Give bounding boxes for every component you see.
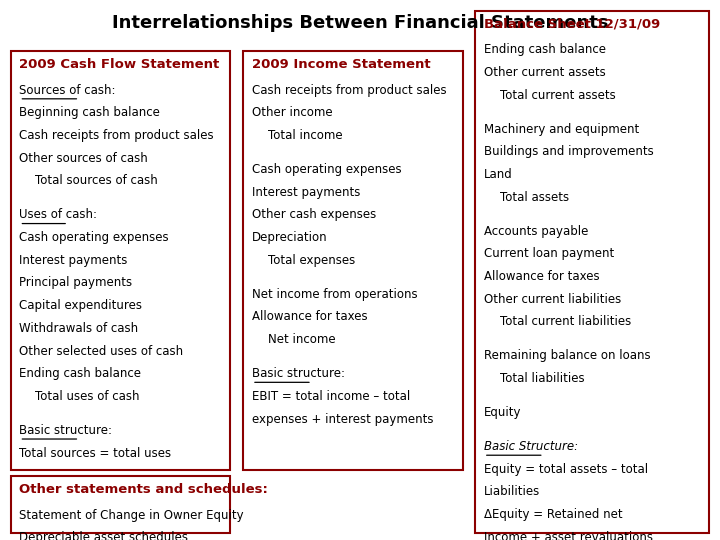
- Text: Balance Sheet 12/31/09: Balance Sheet 12/31/09: [484, 17, 660, 30]
- Text: Accounts payable: Accounts payable: [484, 225, 588, 238]
- Text: Uses of cash:: Uses of cash:: [19, 208, 97, 221]
- Text: EBIT = total income – total: EBIT = total income – total: [252, 390, 410, 403]
- Text: Cash receipts from product sales: Cash receipts from product sales: [19, 129, 214, 142]
- Text: Total sources = total uses: Total sources = total uses: [19, 447, 171, 460]
- Text: 2009 Income Statement: 2009 Income Statement: [252, 58, 431, 71]
- Text: Interest payments: Interest payments: [252, 186, 361, 199]
- Text: Allowance for taxes: Allowance for taxes: [484, 270, 600, 283]
- Text: Other selected uses of cash: Other selected uses of cash: [19, 345, 184, 357]
- Text: expenses + interest payments: expenses + interest payments: [252, 413, 433, 426]
- Text: Remaining balance on loans: Remaining balance on loans: [484, 349, 650, 362]
- Text: Depreciable asset schedules: Depreciable asset schedules: [19, 531, 189, 540]
- Text: Net income from operations: Net income from operations: [252, 288, 418, 301]
- Text: Total sources of cash: Total sources of cash: [35, 174, 158, 187]
- Text: Net income: Net income: [268, 333, 336, 346]
- Text: Cash receipts from product sales: Cash receipts from product sales: [252, 84, 446, 97]
- Bar: [11, 51, 230, 470]
- Text: Sources of cash:: Sources of cash:: [19, 84, 116, 97]
- Text: Withdrawals of cash: Withdrawals of cash: [19, 322, 138, 335]
- Text: Statement of Change in Owner Equity: Statement of Change in Owner Equity: [19, 509, 244, 522]
- Bar: [475, 11, 709, 533]
- Text: Other income: Other income: [252, 106, 333, 119]
- Text: Other cash expenses: Other cash expenses: [252, 208, 377, 221]
- Text: Equity = total assets – total: Equity = total assets – total: [484, 463, 648, 476]
- Bar: [11, 476, 230, 533]
- Text: Basic structure:: Basic structure:: [252, 367, 345, 380]
- Text: Allowance for taxes: Allowance for taxes: [252, 310, 368, 323]
- Text: Total expenses: Total expenses: [268, 254, 355, 267]
- Text: Total assets: Total assets: [500, 191, 569, 204]
- Text: Current loan payment: Current loan payment: [484, 247, 614, 260]
- Text: Capital expenditures: Capital expenditures: [19, 299, 143, 312]
- Text: Basic structure:: Basic structure:: [19, 424, 112, 437]
- Text: 2009 Cash Flow Statement: 2009 Cash Flow Statement: [19, 58, 220, 71]
- Text: Beginning cash balance: Beginning cash balance: [19, 106, 161, 119]
- Text: Other statements and schedules:: Other statements and schedules:: [19, 483, 269, 496]
- Text: Cash operating expenses: Cash operating expenses: [252, 163, 402, 176]
- Text: Other current liabilities: Other current liabilities: [484, 293, 621, 306]
- Text: Other current assets: Other current assets: [484, 66, 606, 79]
- Text: Equity: Equity: [484, 406, 521, 419]
- Bar: [243, 51, 463, 470]
- Text: Cash operating expenses: Cash operating expenses: [19, 231, 169, 244]
- Text: Other sources of cash: Other sources of cash: [19, 152, 148, 165]
- Text: Basic Structure:: Basic Structure:: [484, 440, 578, 453]
- Text: Interrelationships Between Financial Statements: Interrelationships Between Financial Sta…: [112, 14, 608, 31]
- Text: Depreciation: Depreciation: [252, 231, 328, 244]
- Text: Principal payments: Principal payments: [19, 276, 132, 289]
- Text: Buildings and improvements: Buildings and improvements: [484, 145, 654, 158]
- Text: Total liabilities: Total liabilities: [500, 372, 585, 385]
- Text: Total income: Total income: [268, 129, 343, 142]
- Text: Total current assets: Total current assets: [500, 89, 616, 102]
- Text: Liabilities: Liabilities: [484, 485, 540, 498]
- Text: Total current liabilities: Total current liabilities: [500, 315, 631, 328]
- Text: Interest payments: Interest payments: [19, 254, 128, 267]
- Text: Total uses of cash: Total uses of cash: [35, 390, 140, 403]
- Text: Income + asset revaluations: Income + asset revaluations: [484, 531, 653, 540]
- Text: ΔEquity = Retained net: ΔEquity = Retained net: [484, 508, 623, 521]
- Text: Ending cash balance: Ending cash balance: [19, 367, 141, 380]
- Text: Land: Land: [484, 168, 513, 181]
- Text: Machinery and equipment: Machinery and equipment: [484, 123, 639, 136]
- Text: Ending cash balance: Ending cash balance: [484, 43, 606, 56]
